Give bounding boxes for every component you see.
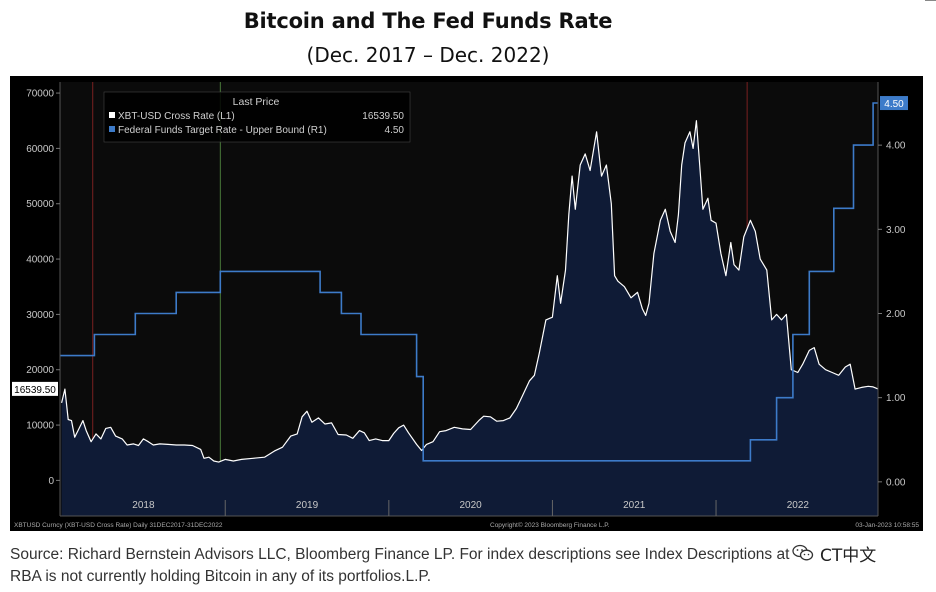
y-right-tick-label: 0.00 (886, 477, 906, 488)
bloomberg-footer-left: XBTUSD Curncy (XBT-USD Cross Rate) Daily… (14, 522, 223, 529)
y-right-tick-label: 1.00 (886, 393, 906, 404)
bloomberg-footer-right: 03-Jan-2023 10:58:55 (855, 522, 919, 529)
chart-panel: 0 10000 20000 30000 40000 50000 60000 70000 0.00… (10, 76, 923, 531)
y-left-tick-label: 70000 (26, 89, 54, 100)
watermark: CT中文 (792, 540, 924, 566)
legend-box (103, 91, 411, 143)
source-note: Source: Richard Bernstein Advisors LLC, … (10, 546, 914, 585)
last-value-left-box (12, 381, 58, 396)
x-tick-label: 2021 (623, 500, 646, 511)
x-tick-label: 2019 (296, 500, 319, 511)
last-value-left-label: 16539.50 (14, 385, 56, 396)
wechat-icon (792, 544, 814, 561)
bloomberg-footer-center: Copyright© 2023 Bloomberg Finance L.P. (490, 521, 610, 529)
bitcoin-series-line (61, 120, 879, 463)
last-value-right-box (880, 96, 908, 111)
x-tick-label: 2018 (132, 500, 155, 511)
watermark-text: CT中文 (820, 545, 877, 566)
y-left-tick-label: 20000 (26, 365, 54, 376)
y-left-tick-label: 10000 (26, 421, 54, 432)
fed-funds-series-line (60, 102, 878, 462)
last-value-right-label: 4.50 (884, 99, 904, 110)
x-tick-label: 2020 (460, 500, 483, 511)
y-right-tick-label: 2.00 (886, 309, 906, 320)
legend-entry-value: 4.50 (385, 125, 405, 136)
legend-swatch (109, 112, 115, 118)
chart-title: Bitcoin and The Fed Funds Rate (243, 9, 613, 33)
legend-entry-label: Federal Funds Target Rate - Upper Bound … (118, 125, 327, 136)
y-left-tick-label: 40000 (26, 255, 54, 266)
legend-swatch (109, 126, 115, 132)
legend-entry-value: 16539.50 (362, 111, 404, 122)
y-right-tick-label: 3.00 (886, 225, 906, 236)
x-tick-label: 2022 (787, 500, 810, 511)
y-left-tick-label: 0 (48, 476, 54, 487)
y-left-tick-label: 60000 (26, 144, 54, 155)
chart-subtitle: (Dec. 2017 – Dec. 2022) (306, 43, 550, 67)
y-left-tick-label: 30000 (26, 310, 54, 321)
y-left-tick-label: 50000 (26, 199, 54, 210)
y-right-tick-label: 4.00 (886, 141, 906, 152)
legend-title: Last Price (233, 96, 280, 108)
legend-entry-label: XBT-USD Cross Rate (L1) (118, 111, 235, 122)
corner-rule (925, 0, 936, 1)
bitcoin-area (61, 120, 879, 516)
